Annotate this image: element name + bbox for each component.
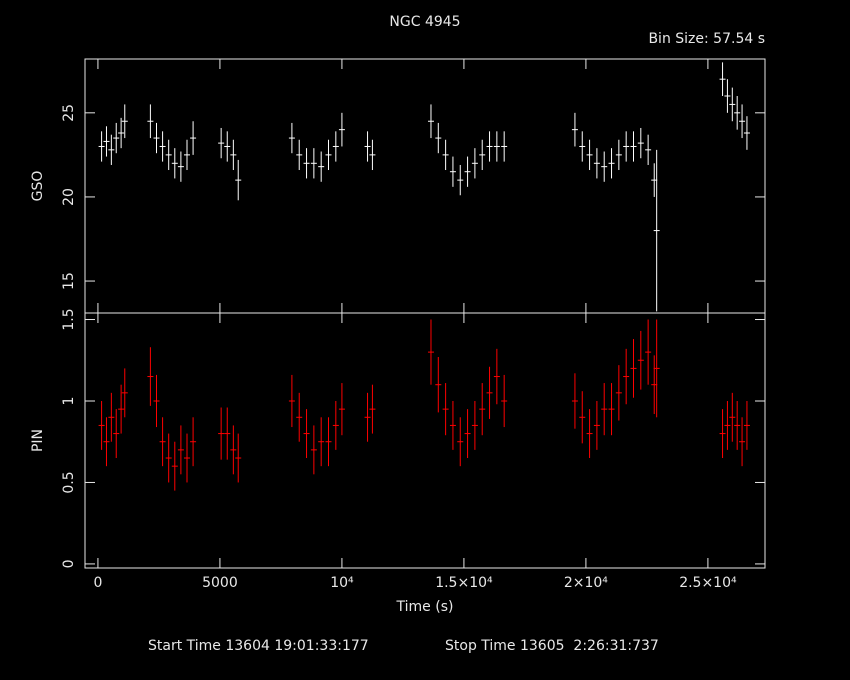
y-tick-label: 0 — [61, 559, 77, 568]
y-tick-label: 1.5 — [61, 308, 77, 330]
chart-title: NGC 4945 — [389, 14, 460, 30]
y-tick-label: 15 — [61, 272, 77, 290]
y-tick-label: 20 — [61, 188, 77, 206]
y-tick-label: 1 — [61, 397, 77, 406]
x-axis-label: Time (s) — [396, 599, 454, 615]
y-axis-label: GSO — [30, 171, 46, 202]
top-panel-frame — [84, 58, 766, 314]
y-tick-label: 25 — [61, 104, 77, 122]
x-tick-label: 2.5×10⁴ — [679, 575, 737, 591]
bin-size: Bin Size: 57.54 s — [648, 31, 765, 47]
stop-time: Stop Time 13605 2:26:31:737 — [445, 638, 659, 654]
x-tick-label: 5000 — [202, 575, 238, 591]
x-tick-label: 10⁴ — [330, 575, 354, 591]
bottom-panel-frame — [84, 312, 766, 569]
x-tick-label: 2×10⁴ — [564, 575, 608, 591]
y-axis-label: PIN — [30, 429, 46, 452]
y-tick-label: 0.5 — [61, 471, 77, 493]
x-tick-label: 0 — [93, 575, 102, 591]
x-tick-label: 1.5×10⁴ — [435, 575, 493, 591]
start-time: Start Time 13604 19:01:33:177 — [148, 638, 369, 654]
